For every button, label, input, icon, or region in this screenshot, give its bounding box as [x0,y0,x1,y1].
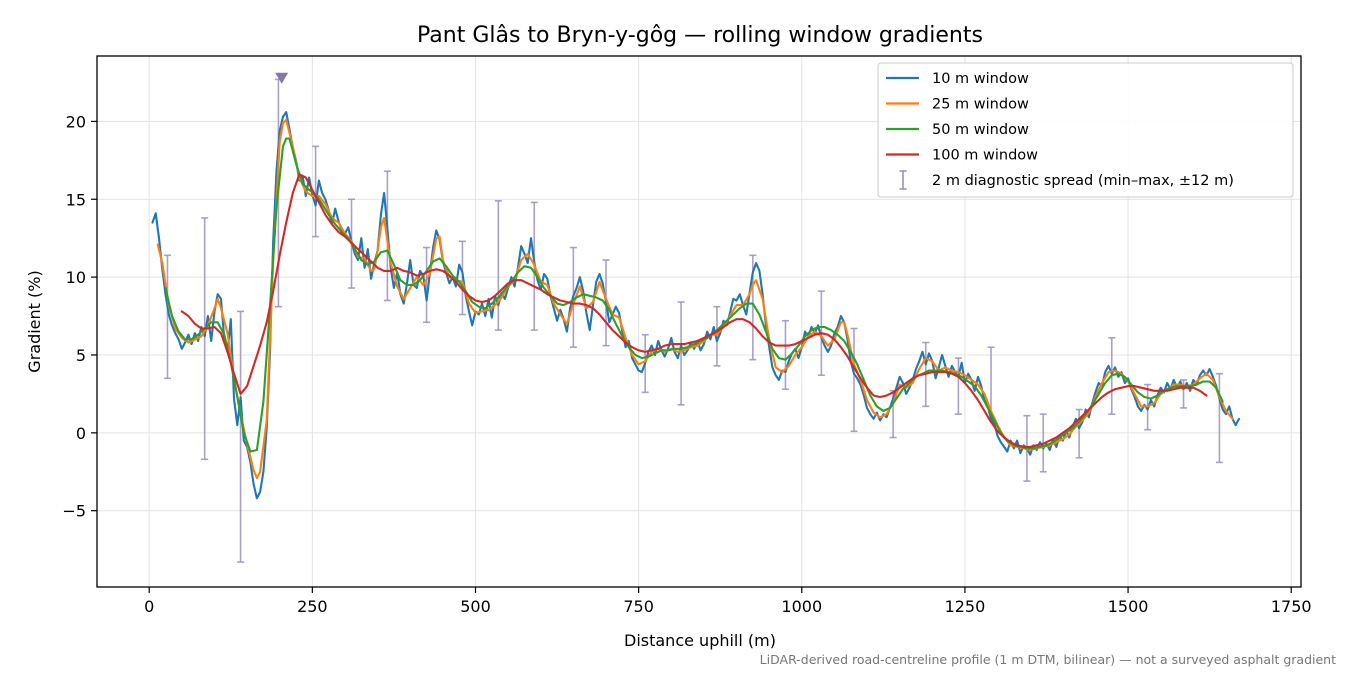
spread-error-bar [312,145,320,238]
legend-label: 50 m window [932,122,1029,138]
spread-error-bar [954,357,962,415]
y-axis-label: Gradient (%) [25,270,44,372]
spread-error-bar [781,319,789,391]
spread-error-bar [423,246,431,324]
spread-error-bar [494,200,502,331]
spread-error-bar [1215,372,1223,464]
y-tick-label: 20 [66,112,86,131]
legend-label: 25 m window [932,97,1029,113]
spread-error-bar [713,305,721,367]
x-tick-label: 1750 [1271,597,1312,616]
y-tick-label: 10 [66,268,86,287]
y-tick-label: 15 [66,190,86,209]
y-tick-label: −5 [62,502,86,521]
y-tick-label: 5 [76,346,86,365]
peak-marker-triangle [275,72,289,84]
legend-entry: 100 m window [886,148,1038,164]
marker-layer [275,72,289,84]
legend-label: 10 m window [932,71,1029,87]
legend-entry: 25 m window [886,97,1029,113]
x-tick-label: 500 [460,597,491,616]
line-series [151,111,1241,500]
footnote: LiDAR-derived road-centreline profile (1… [760,652,1336,667]
legend-items: 10 m window 25 m window 50 m window 100 m w… [886,71,1234,190]
series-line-50-m-window [164,137,1224,453]
spread-error-bar [163,254,171,380]
y-tick-label: 0 [76,424,86,443]
x-tick-label: 1500 [1108,597,1149,616]
legend-label: 100 m window [932,148,1038,164]
chart-title: Pant Glâs to Bryn-y-gôg — rolling window… [417,23,983,48]
x-axis-ticks: 0 250 500 750 1000 1250 1500 1750 [144,587,1312,616]
x-tick-label: 1250 [945,597,986,616]
y-axis-ticks: −5 0 5 10 15 20 [62,112,97,521]
x-axis-label: Distance uphill (m) [624,631,776,650]
spread-error-bar [850,327,858,433]
legend: 10 m window 25 m window 50 m window 100 m w… [877,62,1294,198]
plot-frame [96,55,1302,588]
spread-error-bar [237,310,245,563]
spread-error-bar [201,217,209,461]
legend-entry: 50 m window [886,122,1029,138]
x-tick-label: 750 [623,597,654,616]
series-line-100-m-window [180,173,1208,448]
legend-label: 2 m diagnostic spread (min–max, ±12 m) [932,173,1234,189]
legend-frame [877,62,1294,198]
x-tick-label: 250 [297,597,328,616]
legend-entry: 2 m diagnostic spread (min–max, ±12 m) [899,170,1234,190]
x-tick-label: 0 [144,597,154,616]
x-tick-label: 1000 [781,597,822,616]
legend-entry: 10 m window [886,71,1029,87]
spread-error-bar [677,301,685,406]
